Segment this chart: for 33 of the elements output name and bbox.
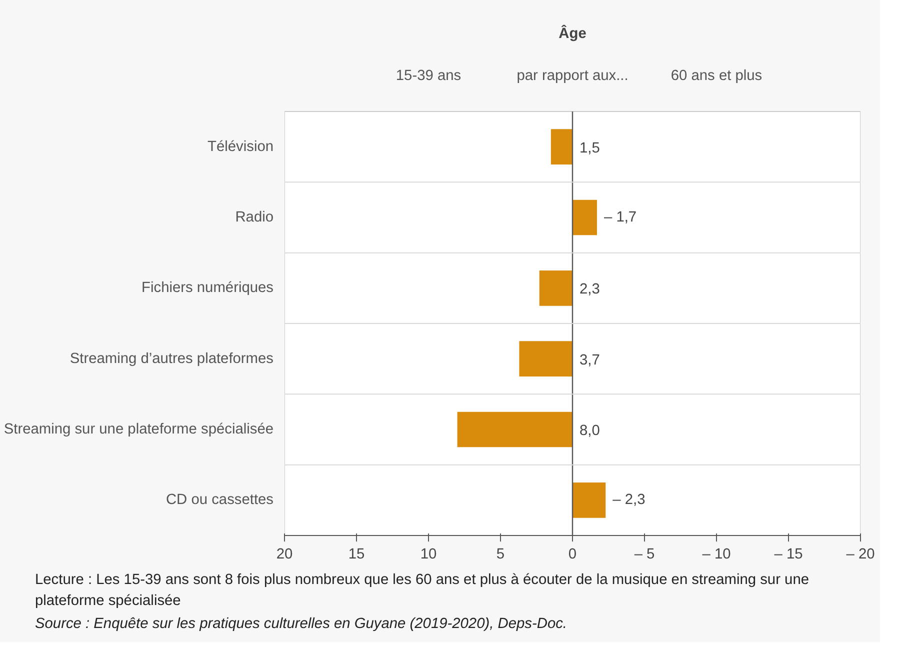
y-tick-label: Télévision <box>208 138 274 155</box>
data-label: 8,0 <box>580 423 600 439</box>
bar <box>572 482 606 518</box>
text: 60 ans et plus <box>670 68 762 84</box>
chart-title: Âge <box>558 24 586 42</box>
bar <box>457 412 572 448</box>
data-label: 1,5 <box>580 140 600 156</box>
y-tick-label: Streaming sur une plateforme spécialisée <box>4 422 274 438</box>
bar <box>572 200 597 236</box>
text: par rapport aux... <box>516 68 628 84</box>
y-tick-label: Streaming d’autres plateformes <box>70 350 274 367</box>
bar <box>550 129 572 164</box>
x-tick-label: 0 <box>568 546 577 562</box>
text: 15-39 ans <box>396 68 462 84</box>
data-label: 3,7 <box>580 352 600 368</box>
text: Lecture : Les 15-39 ans sont 8 fois plus nombreux que les 60 ans et plus à écouter de la musique en streaming sur une plateforme spécialisée <box>35 571 810 611</box>
x-tick-label: 5 <box>496 546 505 562</box>
x-tick-label: – 15 <box>774 546 803 562</box>
x-tick-label: 10 <box>420 546 437 562</box>
x-tick-label: 15 <box>348 546 365 562</box>
bar <box>519 341 572 376</box>
x-tick-label: – 10 <box>702 546 731 562</box>
data-label: – 1,7 <box>604 210 637 226</box>
bar <box>539 270 572 306</box>
x-tick-label: – 5 <box>634 546 655 562</box>
data-label: 2,3 <box>580 282 600 298</box>
data-label: – 2,3 <box>612 492 646 508</box>
y-tick-label: Radio <box>235 210 274 226</box>
source-note: Source : Enquête sur les pratiques culturelles en Guyane (2019-2020), Deps-Doc. <box>35 614 568 634</box>
y-tick-label: CD ou cassettes <box>166 492 274 508</box>
x-tick-label: 20 <box>276 546 293 562</box>
x-tick-label: – 20 <box>846 546 875 562</box>
y-tick-label: Fichiers numériques <box>142 280 274 296</box>
